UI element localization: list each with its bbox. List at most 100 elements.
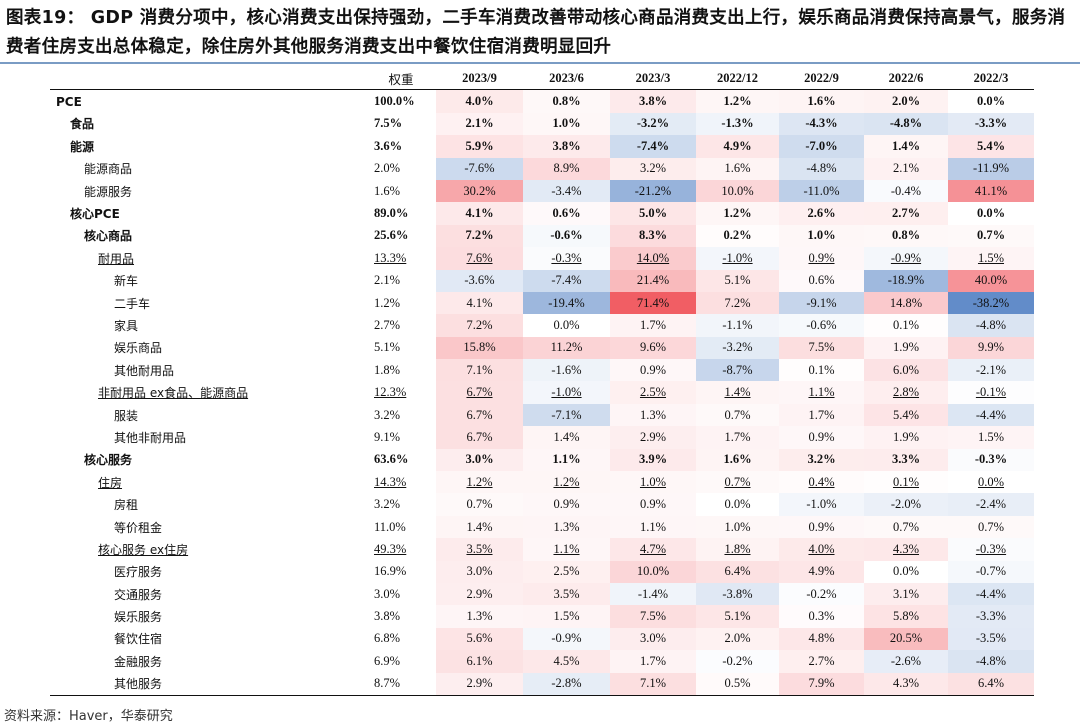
- value-cell: 4.3%: [864, 538, 948, 561]
- value-text: 1.4%: [891, 138, 921, 153]
- row-label-text: 核心服务: [84, 453, 133, 468]
- value-text: -3.4%: [551, 183, 582, 198]
- value-cell: -7.4%: [523, 269, 610, 292]
- row-label-text: 食品: [70, 117, 95, 132]
- value-text: -3.2%: [722, 340, 753, 355]
- value-text: 3.0%: [466, 564, 493, 579]
- value-cell: 1.7%: [610, 650, 696, 673]
- value-cell: 1.1%: [610, 515, 696, 539]
- value-cell: 4.1%: [436, 291, 523, 315]
- value-text: 21.4%: [636, 273, 670, 288]
- value-text: 0.5%: [724, 676, 751, 691]
- value-cell: 10.0%: [610, 560, 696, 583]
- value-text: 11.2%: [550, 340, 583, 355]
- value-text: -7.1%: [551, 407, 582, 422]
- value-text: 3.2%: [639, 161, 667, 176]
- value-cell: 0.6%: [523, 202, 610, 225]
- row-label-text: 核心商品: [84, 229, 133, 244]
- row-label: 其他服务: [50, 672, 366, 696]
- value-text: 1.1%: [639, 519, 667, 534]
- weight-value: 3.6%: [374, 138, 403, 153]
- value-text: 3.2%: [807, 452, 836, 467]
- value-cell: 3.0%: [436, 448, 523, 472]
- weight-cell: 89.0%: [366, 202, 436, 224]
- value-text: -2.4%: [975, 497, 1007, 512]
- value-cell: 2.5%: [523, 560, 610, 583]
- table-row: 其他耐用品 1.8% 7.1% -1.6% 0.9% -8.7% 0.1% 6.0% -2.1%: [50, 359, 1034, 382]
- value-text: 1.4%: [724, 385, 751, 400]
- value-cell: 5.0%: [610, 202, 696, 225]
- value-cell: -4.4%: [948, 403, 1034, 427]
- value-text: 0.7%: [724, 474, 751, 489]
- value-cell: 7.9%: [779, 672, 864, 696]
- weight-value: 1.6%: [374, 183, 401, 198]
- value-text: -4.4%: [975, 407, 1007, 422]
- table-row: 二手车 1.2% 4.1% -19.4% 71.4% 7.2% -9.1% 14.8% -38.…: [50, 291, 1034, 315]
- weight-cell: 3.2%: [366, 404, 436, 426]
- weight-cell: 3.2%: [366, 493, 436, 515]
- row-label-text: 娱乐商品: [114, 341, 163, 356]
- value-cell: 0.0%: [948, 471, 1034, 493]
- value-text: 1.0%: [807, 228, 836, 243]
- row-label-text: 核心PCE: [70, 207, 120, 222]
- value-text: -9.1%: [806, 295, 837, 310]
- value-cell: -2.0%: [864, 493, 948, 516]
- value-cell: 0.1%: [864, 471, 948, 494]
- value-text: 41.1%: [974, 183, 1008, 198]
- value-cell: 6.4%: [948, 672, 1034, 696]
- row-label-text: 餐饮住宿: [114, 632, 163, 647]
- value-text: -3.3%: [974, 116, 1008, 131]
- weight-value: 8.7%: [374, 676, 401, 691]
- value-cell: 1.2%: [436, 471, 523, 494]
- value-cell: 6.7%: [436, 403, 523, 427]
- value-cell: 4.1%: [436, 202, 523, 225]
- value-cell: 1.9%: [864, 426, 948, 449]
- value-cell: 1.3%: [610, 403, 696, 427]
- value-text: 3.1%: [892, 586, 920, 601]
- value-cell: -0.9%: [523, 627, 610, 651]
- value-text: 1.1%: [808, 385, 835, 400]
- value-text: 1.7%: [639, 653, 667, 668]
- value-text: 5.1%: [724, 609, 751, 624]
- value-cell: 0.8%: [864, 224, 948, 248]
- value-text: -4.8%: [889, 116, 923, 131]
- weight-value: 9.1%: [374, 429, 401, 444]
- value-text: -0.3%: [975, 541, 1007, 556]
- weight-cell: 3.0%: [366, 583, 436, 605]
- value-cell: 2.5%: [610, 381, 696, 404]
- value-text: 0.1%: [892, 474, 920, 489]
- value-text: 14.0%: [636, 250, 670, 265]
- value-text: 0.6%: [808, 273, 835, 288]
- row-label: 住房: [50, 471, 366, 493]
- figure-title: 图表19： GDP 消费分项中，核心消费支出保持强劲，二手车消费改善带动核心商品…: [6, 8, 1066, 57]
- value-cell: 20.5%: [864, 627, 948, 651]
- value-cell: -1.0%: [523, 381, 610, 404]
- table-row: 新车 2.1% -3.6% -7.4% 21.4% 5.1% 0.6% -18.9% 40.0%: [50, 269, 1034, 292]
- value-cell: -1.6%: [523, 359, 610, 382]
- weight-cell: 25.6%: [366, 225, 436, 247]
- value-text: -2.0%: [890, 497, 922, 512]
- row-label: 等价租金: [50, 516, 366, 538]
- value-text: 7.5%: [808, 340, 835, 355]
- weight-value: 63.6%: [374, 452, 409, 467]
- value-text: 1.8%: [724, 541, 751, 556]
- value-text: 7.2%: [466, 317, 493, 332]
- value-cell: 3.0%: [610, 627, 696, 651]
- value-text: 6.4%: [724, 564, 751, 579]
- value-text: -0.6%: [550, 228, 583, 243]
- weight-value: 11.0%: [374, 519, 406, 534]
- value-cell: -0.2%: [779, 582, 864, 606]
- value-text: 7.2%: [724, 295, 751, 310]
- value-cell: 3.1%: [864, 582, 948, 606]
- value-cell: 5.1%: [696, 269, 779, 292]
- row-label: 家具: [50, 314, 366, 336]
- row-label: 服装: [50, 404, 366, 426]
- weight-cell: 12.3%: [366, 381, 436, 403]
- value-text: 2.0%: [891, 94, 921, 109]
- table-row: 耐用品 13.3% 7.6% -0.3% 14.0% -1.0% 0.9% -0.9% 1.5%: [50, 247, 1034, 270]
- value-text: 5.9%: [465, 138, 494, 153]
- value-text: 4.5%: [553, 653, 580, 668]
- value-cell: 6.7%: [436, 426, 523, 449]
- value-text: 5.8%: [892, 609, 920, 624]
- value-cell: 0.7%: [436, 493, 523, 516]
